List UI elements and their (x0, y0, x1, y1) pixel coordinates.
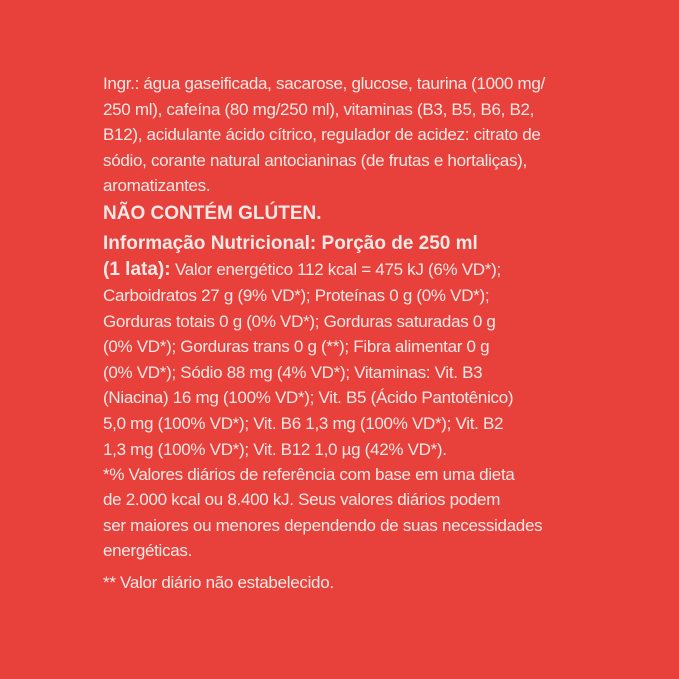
footnote-2: ** Valor diário não estabelecido. (103, 573, 334, 592)
nutrition-heading-cont: (1 lata): (103, 259, 171, 280)
footnote-line: *% Valores diários de referência com bas… (103, 465, 515, 484)
ingredients-line: sódio, corante natural antocianinas (de … (103, 151, 527, 170)
footnote-line: de 2.000 kcal ou 8.400 kJ. Seus valores … (103, 490, 501, 509)
ingredients-line: 250 ml), cafeína (80 mg/250 ml), vitamin… (103, 100, 535, 119)
ingredients-line: Ingr.: água gaseificada, sacarose, gluco… (103, 74, 545, 93)
footnote-line: energéticas. (103, 541, 193, 560)
nutrition-line: (0% VD*); Sódio 88 mg (4% VD*); Vitamina… (103, 363, 483, 382)
nutrition-heading: Informação Nutricional: Porção de 250 ml (103, 233, 478, 254)
ingredients-line: aromatizantes. (103, 176, 211, 195)
nutrition-line: Gorduras totais 0 g (0% VD*); Gorduras s… (103, 312, 496, 331)
nutrition-line: (0% VD*); Gorduras trans 0 g (**); Fibra… (103, 337, 490, 356)
ingredients-line: B12), acidulante ácido cítrico, regulado… (103, 125, 541, 144)
gluten-notice: NÃO CONTÉM GLÚTEN. (103, 203, 322, 224)
energy-value: Valor energético 112 kcal = 475 kJ (6% V… (170, 260, 501, 279)
footnote-line: ser maiores ou menores dependendo de sua… (103, 516, 543, 535)
nutrition-line: 1,3 mg (100% VD*); Vit. B12 1,0 µg (42% … (103, 440, 447, 459)
nutrition-line: 5,0 mg (100% VD*); Vit. B6 1,3 mg (100% … (103, 414, 504, 433)
nutrition-line: Carboidratos 27 g (9% VD*); Proteínas 0 … (103, 286, 490, 305)
nutrition-line: (Niacina) 16 mg (100% VD*); Vit. B5 (Áci… (103, 388, 514, 407)
nutrition-line: (1 lata): Valor energético 112 kcal = 47… (103, 259, 501, 281)
